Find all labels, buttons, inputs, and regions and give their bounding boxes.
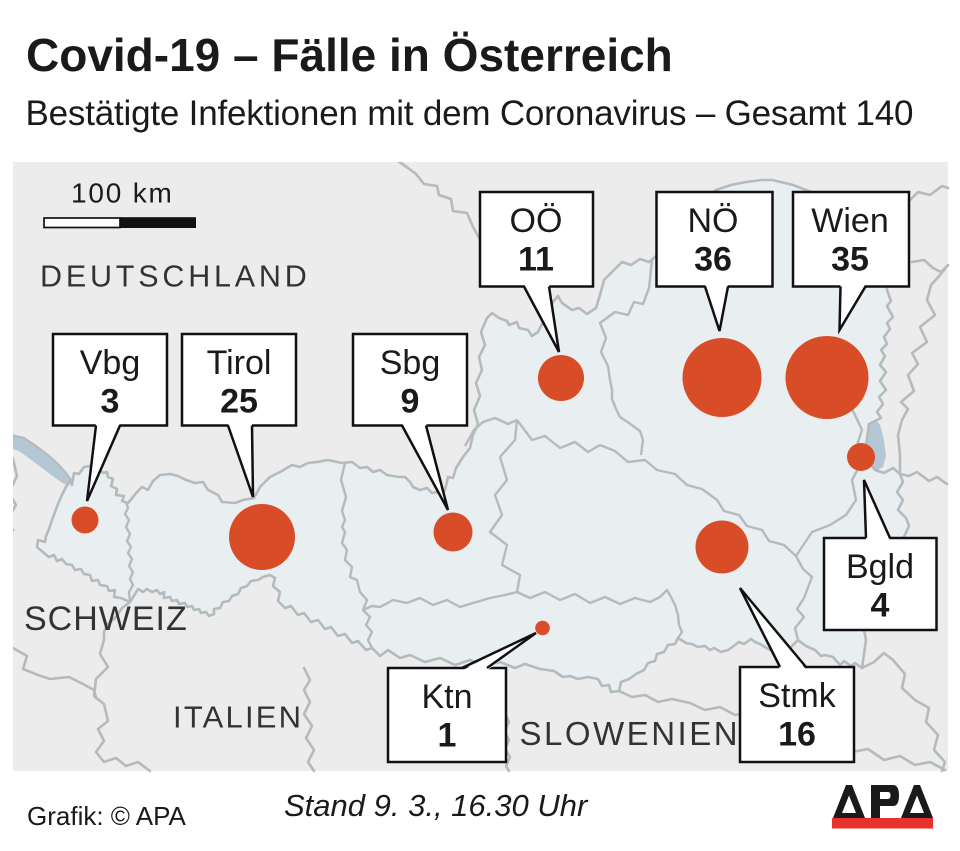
svg-text:Wien: Wien [811, 202, 888, 240]
svg-text:35: 35 [831, 241, 869, 279]
svg-text:1: 1 [438, 717, 457, 755]
svg-text:Stmk: Stmk [758, 677, 836, 715]
svg-text:16: 16 [778, 716, 816, 754]
svg-text:100 km: 100 km [71, 178, 174, 209]
svg-text:Bgld: Bgld [846, 548, 914, 586]
svg-text:NÖ: NÖ [688, 202, 739, 240]
svg-text:SLOWENIEN: SLOWENIEN [520, 715, 741, 752]
svg-text:SCHWEIZ: SCHWEIZ [24, 600, 188, 638]
svg-text:25: 25 [220, 383, 258, 421]
svg-text:3: 3 [101, 383, 120, 421]
svg-text:DEUTSCHLAND: DEUTSCHLAND [40, 260, 311, 294]
svg-text:ITALIEN: ITALIEN [173, 700, 303, 735]
svg-text:9: 9 [401, 383, 420, 421]
svg-text:Vbg: Vbg [80, 344, 141, 382]
svg-text:Sbg: Sbg [380, 344, 441, 382]
svg-text:4: 4 [871, 587, 890, 625]
svg-text:Ktn: Ktn [421, 678, 472, 716]
svg-text:OÖ: OÖ [510, 202, 563, 240]
svg-text:11: 11 [518, 241, 554, 279]
svg-text:36: 36 [694, 241, 732, 279]
svg-text:Tirol: Tirol [207, 344, 272, 382]
